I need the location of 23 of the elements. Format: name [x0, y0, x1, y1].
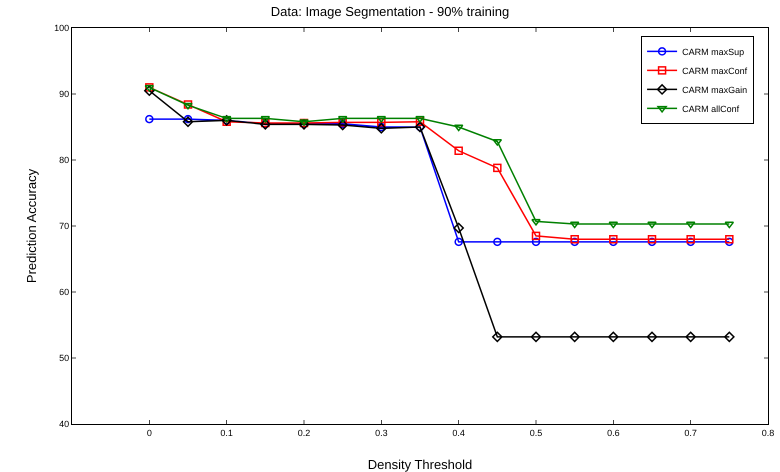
legend-label: CARM allConf — [682, 104, 740, 114]
y-tick-label: 80 — [59, 155, 70, 166]
y-tick-label: 40 — [59, 419, 70, 430]
legend-label: CARM maxGain — [682, 84, 748, 95]
chart-title: Data: Image Segmentation - 90% training — [270, 4, 510, 20]
legend-label: CARM maxSup — [682, 46, 744, 57]
x-tick-label: 0.7 — [684, 428, 697, 438]
x-tick-label: 0.2 — [298, 428, 310, 438]
legend-label: CARM maxConf — [682, 66, 748, 76]
x-tick-label: 0.1 — [220, 428, 233, 438]
x-tick-label: 0.4 — [452, 428, 465, 438]
x-tick-label: 0.6 — [607, 428, 620, 438]
x-tick-label: 0.8 — [762, 428, 774, 438]
y-tick-label: 90 — [59, 89, 70, 100]
x-axis-title: Density Threshold — [368, 457, 472, 472]
y-axis-title: Prediction Accuracy — [24, 168, 39, 284]
y-tick-label: 60 — [59, 287, 70, 298]
y-tick-label: 70 — [59, 221, 70, 232]
x-tick-label: 0 — [146, 428, 152, 438]
x-tick-label: 0.5 — [530, 428, 542, 438]
y-tick-label: 50 — [59, 353, 70, 364]
y-tick-label: 100 — [54, 23, 70, 34]
x-tick-label: 0.3 — [375, 428, 388, 438]
